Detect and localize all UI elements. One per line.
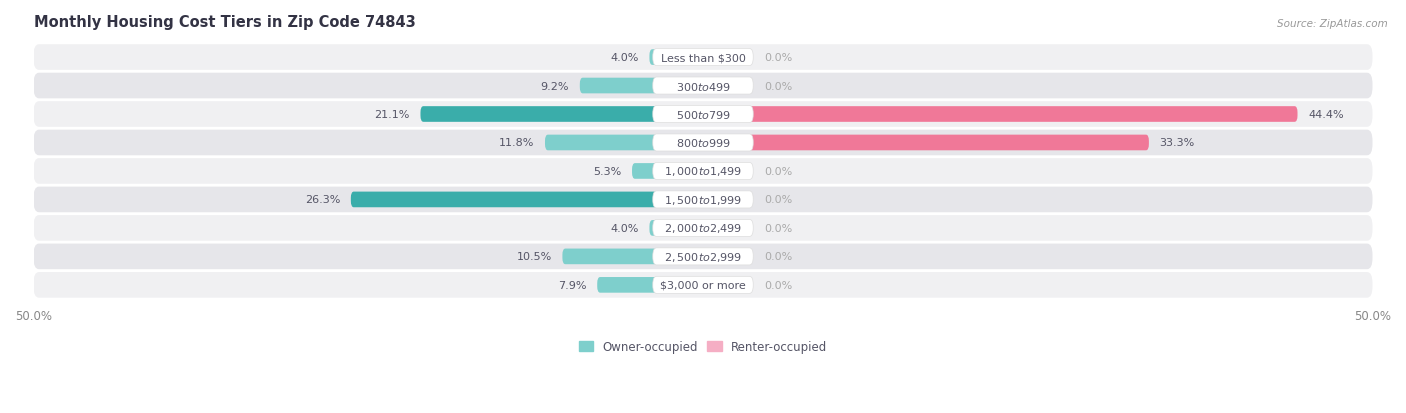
FancyBboxPatch shape (34, 273, 1372, 298)
Text: 9.2%: 9.2% (540, 81, 569, 91)
Text: 21.1%: 21.1% (374, 110, 409, 120)
Text: 26.3%: 26.3% (305, 195, 340, 205)
FancyBboxPatch shape (420, 107, 703, 123)
Text: Less than $300: Less than $300 (661, 53, 745, 63)
FancyBboxPatch shape (652, 78, 754, 95)
Text: $2,500 to $2,999: $2,500 to $2,999 (664, 250, 742, 263)
FancyBboxPatch shape (652, 191, 754, 209)
Text: 0.0%: 0.0% (763, 166, 792, 176)
Text: 7.9%: 7.9% (558, 280, 586, 290)
Text: 33.3%: 33.3% (1160, 138, 1195, 148)
FancyBboxPatch shape (546, 135, 703, 151)
Text: 0.0%: 0.0% (763, 252, 792, 262)
FancyBboxPatch shape (34, 131, 1372, 156)
FancyBboxPatch shape (34, 102, 1372, 128)
Text: 10.5%: 10.5% (516, 252, 551, 262)
FancyBboxPatch shape (652, 220, 754, 237)
Text: 0.0%: 0.0% (763, 53, 792, 63)
Text: 4.0%: 4.0% (610, 53, 638, 63)
FancyBboxPatch shape (650, 221, 703, 236)
FancyBboxPatch shape (598, 278, 703, 293)
Text: $2,000 to $2,499: $2,000 to $2,499 (664, 222, 742, 235)
FancyBboxPatch shape (579, 78, 703, 94)
FancyBboxPatch shape (34, 45, 1372, 71)
FancyBboxPatch shape (352, 192, 703, 208)
Text: 5.3%: 5.3% (593, 166, 621, 176)
FancyBboxPatch shape (703, 135, 1149, 151)
Text: $800 to $999: $800 to $999 (675, 137, 731, 149)
Text: $1,500 to $1,999: $1,500 to $1,999 (664, 193, 742, 206)
FancyBboxPatch shape (703, 107, 1298, 123)
FancyBboxPatch shape (652, 135, 754, 152)
Text: $300 to $499: $300 to $499 (675, 80, 731, 92)
FancyBboxPatch shape (34, 74, 1372, 99)
Text: $3,000 or more: $3,000 or more (661, 280, 745, 290)
FancyBboxPatch shape (633, 164, 703, 179)
FancyBboxPatch shape (652, 50, 754, 66)
FancyBboxPatch shape (562, 249, 703, 265)
FancyBboxPatch shape (34, 216, 1372, 241)
FancyBboxPatch shape (650, 50, 703, 66)
FancyBboxPatch shape (652, 163, 754, 180)
Text: 44.4%: 44.4% (1308, 110, 1344, 120)
Text: $500 to $799: $500 to $799 (675, 109, 731, 121)
Text: Source: ZipAtlas.com: Source: ZipAtlas.com (1277, 19, 1388, 28)
FancyBboxPatch shape (652, 277, 754, 294)
Text: 0.0%: 0.0% (763, 195, 792, 205)
FancyBboxPatch shape (34, 187, 1372, 213)
Text: 11.8%: 11.8% (499, 138, 534, 148)
FancyBboxPatch shape (34, 244, 1372, 270)
Text: 0.0%: 0.0% (763, 223, 792, 233)
FancyBboxPatch shape (652, 106, 754, 123)
Text: 0.0%: 0.0% (763, 280, 792, 290)
Text: 4.0%: 4.0% (610, 223, 638, 233)
Legend: Owner-occupied, Renter-occupied: Owner-occupied, Renter-occupied (574, 335, 832, 358)
Text: 0.0%: 0.0% (763, 81, 792, 91)
Text: Monthly Housing Cost Tiers in Zip Code 74843: Monthly Housing Cost Tiers in Zip Code 7… (34, 15, 415, 30)
FancyBboxPatch shape (652, 248, 754, 265)
FancyBboxPatch shape (34, 159, 1372, 184)
Text: $1,000 to $1,499: $1,000 to $1,499 (664, 165, 742, 178)
